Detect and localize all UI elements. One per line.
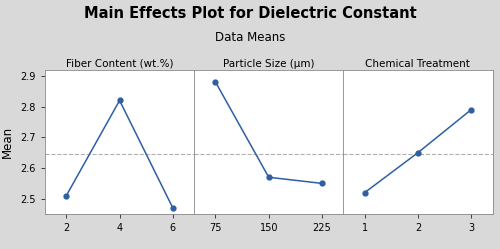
Text: Mean: Mean — [1, 126, 14, 158]
Title: Fiber Content (wt.%): Fiber Content (wt.%) — [66, 59, 174, 69]
Text: Main Effects Plot for Dielectric Constant: Main Effects Plot for Dielectric Constan… — [84, 6, 416, 21]
Title: Particle Size (μm): Particle Size (μm) — [223, 59, 314, 69]
Title: Chemical Treatment: Chemical Treatment — [366, 59, 470, 69]
Text: Data Means: Data Means — [215, 31, 285, 44]
